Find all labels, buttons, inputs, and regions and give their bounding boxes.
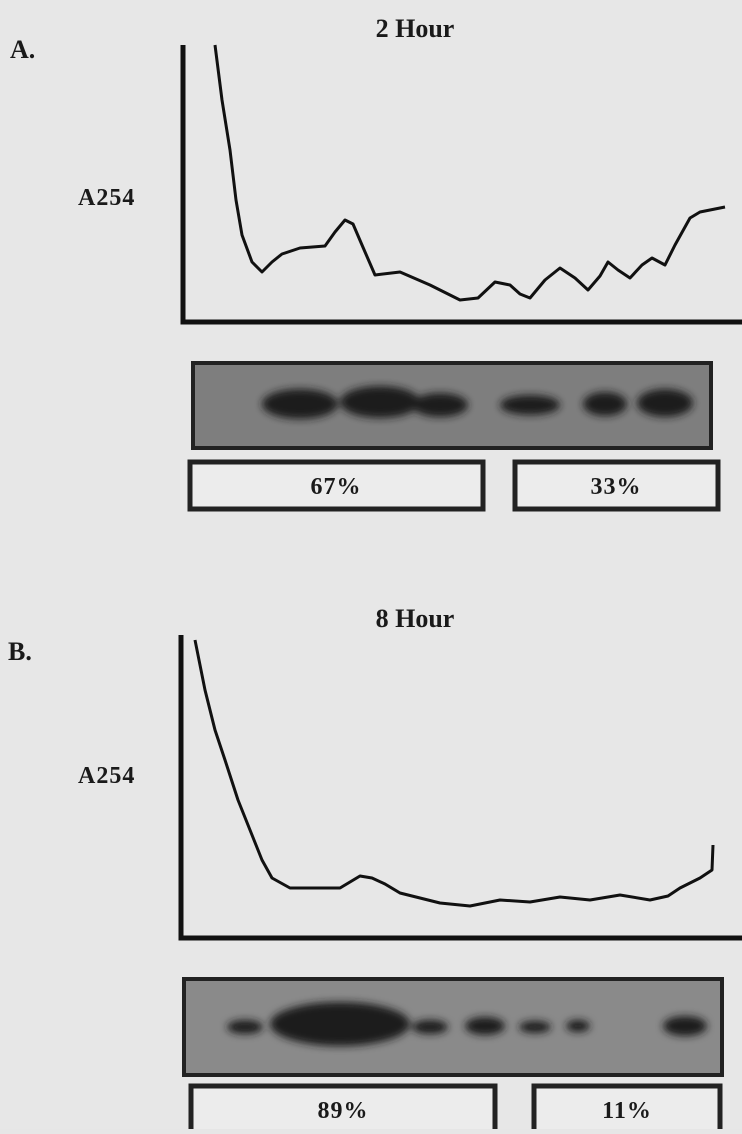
y-axis-label: A254 bbox=[78, 763, 135, 789]
fraction-label: 11% bbox=[602, 1098, 652, 1124]
gel-strip bbox=[184, 979, 722, 1075]
panel-letter: B. bbox=[8, 637, 32, 666]
fraction-label: 33% bbox=[591, 474, 642, 500]
page: A. 2 Hour A254 67% 33% B. 8 Hour A254 bbox=[0, 0, 742, 1129]
fraction-label: 67% bbox=[311, 474, 362, 500]
panel-letter: A. bbox=[10, 35, 35, 64]
panel-title: 2 Hour bbox=[376, 14, 455, 43]
y-axis-label: A254 bbox=[78, 185, 135, 211]
panel-title: 8 Hour bbox=[376, 604, 455, 633]
figure: A. 2 Hour A254 67% 33% B. 8 Hour A254 bbox=[0, 0, 742, 1129]
fraction-label: 89% bbox=[318, 1098, 369, 1124]
background bbox=[0, 0, 742, 1129]
